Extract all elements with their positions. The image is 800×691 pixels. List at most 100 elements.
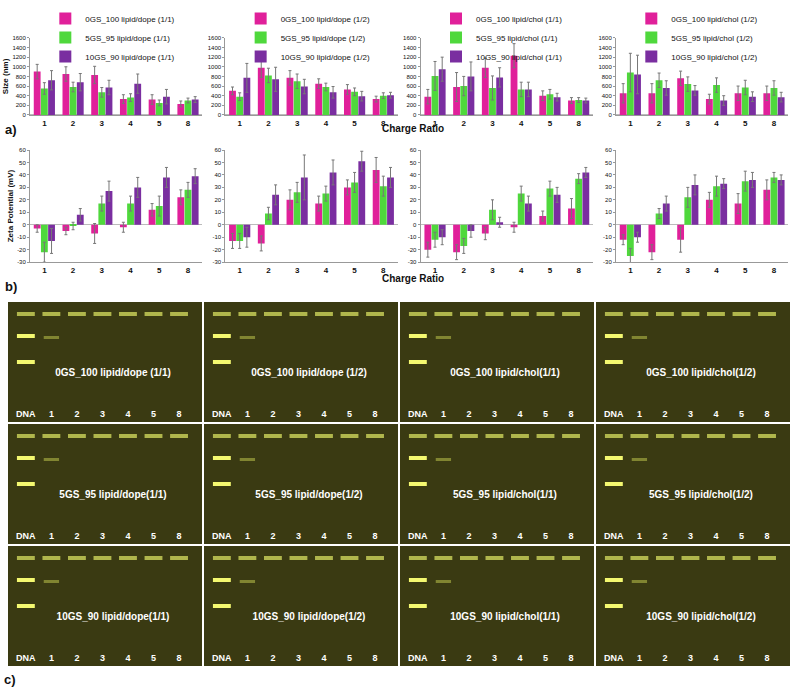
svg-text:2: 2: [662, 531, 667, 541]
svg-text:5GS_95 lipid/chol (1/1): 5GS_95 lipid/chol (1/1): [476, 34, 558, 43]
svg-text:3: 3: [492, 653, 497, 663]
svg-text:a): a): [5, 122, 17, 137]
svg-text:3: 3: [295, 266, 300, 275]
svg-text:3: 3: [100, 653, 105, 663]
svg-text:3: 3: [100, 409, 105, 419]
svg-text:3: 3: [100, 266, 105, 275]
svg-text:5: 5: [543, 409, 548, 419]
svg-text:DNA: DNA: [16, 653, 36, 663]
svg-text:8: 8: [765, 531, 770, 541]
svg-text:200: 200: [211, 102, 222, 108]
svg-text:0: 0: [218, 222, 222, 228]
svg-text:5GS_95 lipid/chol(1/1): 5GS_95 lipid/chol(1/1): [453, 489, 557, 500]
svg-text:50: 50: [19, 160, 26, 166]
svg-text:8: 8: [177, 531, 182, 541]
svg-text:600: 600: [211, 83, 222, 89]
svg-text:600: 600: [16, 83, 27, 89]
svg-text:2: 2: [71, 266, 76, 275]
svg-text:10GS_90 lipid/chol (1/2): 10GS_90 lipid/chol (1/2): [671, 53, 757, 62]
svg-text:1: 1: [49, 531, 54, 541]
svg-text:4: 4: [128, 266, 133, 275]
svg-text:1200: 1200: [208, 54, 222, 60]
svg-text:10GS_90 lipid/chol(1/1): 10GS_90 lipid/chol(1/1): [450, 611, 559, 622]
svg-text:1: 1: [42, 119, 47, 128]
svg-text:2: 2: [466, 531, 471, 541]
svg-text:5: 5: [151, 409, 156, 419]
svg-text:4: 4: [125, 653, 130, 663]
svg-text:2: 2: [270, 531, 275, 541]
svg-text:5: 5: [352, 266, 357, 275]
svg-text:8: 8: [765, 409, 770, 419]
svg-text:DNA: DNA: [604, 653, 624, 663]
svg-text:3: 3: [490, 266, 495, 275]
svg-text:5: 5: [157, 266, 162, 275]
svg-text:10: 10: [19, 209, 26, 215]
svg-text:4: 4: [321, 653, 326, 663]
svg-text:0GS_100 lipid/chol (1/2): 0GS_100 lipid/chol (1/2): [671, 15, 757, 24]
svg-text:1: 1: [245, 409, 250, 419]
svg-text:50: 50: [605, 160, 612, 166]
svg-text:5: 5: [151, 531, 156, 541]
svg-text:1200: 1200: [12, 54, 26, 60]
svg-text:4: 4: [713, 409, 718, 419]
svg-text:2: 2: [74, 531, 79, 541]
svg-text:8: 8: [373, 409, 378, 419]
svg-text:1: 1: [628, 119, 633, 128]
svg-text:4: 4: [714, 266, 719, 275]
svg-text:400: 400: [16, 93, 27, 99]
svg-text:600: 600: [602, 83, 613, 89]
svg-text:8: 8: [186, 266, 191, 275]
svg-text:3: 3: [100, 531, 105, 541]
svg-text:3: 3: [688, 409, 693, 419]
svg-text:4: 4: [324, 266, 329, 275]
svg-text:-30: -30: [603, 259, 612, 265]
svg-text:1600: 1600: [208, 35, 222, 41]
svg-text:1000: 1000: [403, 64, 417, 70]
svg-text:2: 2: [270, 653, 275, 663]
svg-text:1: 1: [637, 531, 642, 541]
svg-text:4: 4: [714, 119, 719, 128]
svg-text:1400: 1400: [403, 45, 417, 51]
svg-text:2: 2: [657, 266, 662, 275]
svg-text:2: 2: [266, 266, 271, 275]
svg-text:DNA: DNA: [408, 653, 428, 663]
svg-text:5GS_95 lipid/chol(1/2): 5GS_95 lipid/chol(1/2): [649, 489, 753, 500]
svg-text:8: 8: [772, 119, 777, 128]
svg-text:1000: 1000: [598, 64, 612, 70]
svg-text:4: 4: [125, 409, 130, 419]
svg-text:10: 10: [214, 209, 221, 215]
svg-text:4: 4: [713, 531, 718, 541]
svg-text:DNA: DNA: [604, 531, 624, 541]
svg-text:30: 30: [410, 184, 417, 190]
svg-text:DNA: DNA: [212, 531, 232, 541]
svg-text:800: 800: [406, 74, 417, 80]
svg-text:8: 8: [381, 266, 386, 275]
svg-text:10GS_90 lipid/dope(1/2): 10GS_90 lipid/dope(1/2): [253, 611, 366, 622]
svg-text:-10: -10: [212, 234, 221, 240]
svg-text:60: 60: [410, 147, 417, 153]
svg-text:5: 5: [347, 409, 352, 419]
svg-text:Charge Ratio: Charge Ratio: [382, 123, 444, 134]
svg-text:1: 1: [433, 119, 438, 128]
svg-text:10GS_90 lipid/chol (1/1): 10GS_90 lipid/chol (1/1): [476, 53, 562, 62]
svg-text:5: 5: [352, 119, 357, 128]
svg-text:400: 400: [406, 93, 417, 99]
svg-text:8: 8: [186, 119, 191, 128]
svg-text:3: 3: [296, 653, 301, 663]
svg-text:5: 5: [347, 653, 352, 663]
svg-text:1000: 1000: [208, 64, 222, 70]
svg-text:5: 5: [743, 266, 748, 275]
svg-text:3: 3: [492, 409, 497, 419]
svg-text:10: 10: [410, 209, 417, 215]
svg-text:1: 1: [628, 266, 633, 275]
svg-text:400: 400: [602, 93, 613, 99]
svg-text:5: 5: [739, 531, 744, 541]
svg-text:DNA: DNA: [212, 653, 232, 663]
svg-text:1400: 1400: [208, 45, 222, 51]
svg-text:-10: -10: [603, 234, 612, 240]
svg-text:3: 3: [295, 119, 300, 128]
svg-text:2: 2: [74, 653, 79, 663]
svg-text:40: 40: [410, 172, 417, 178]
svg-text:-30: -30: [408, 259, 417, 265]
svg-text:10: 10: [605, 209, 612, 215]
